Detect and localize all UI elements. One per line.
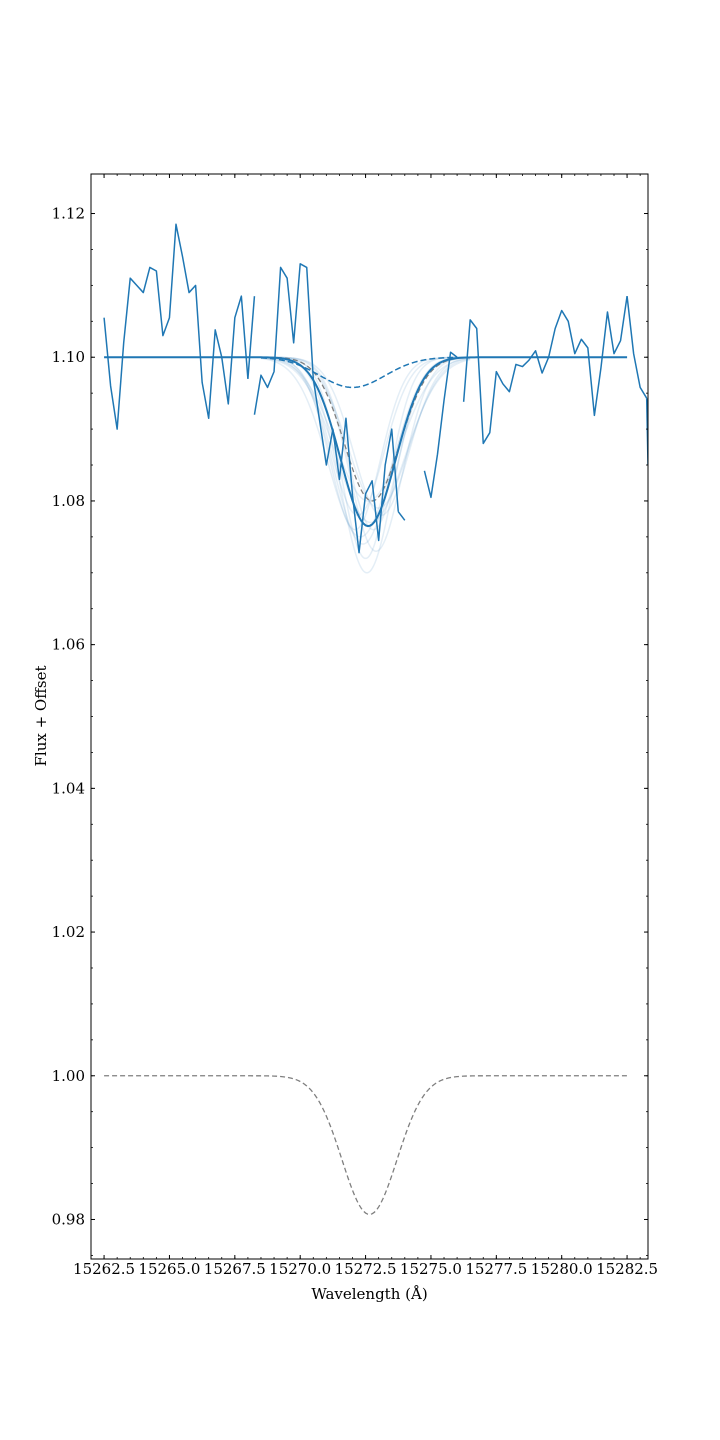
x-tick-label: 15272.5 (335, 1260, 397, 1278)
spectrum-segment (462, 296, 628, 445)
posterior-sample-line (260, 357, 471, 524)
spectrum-segment (247, 296, 256, 379)
x-tick-label: 15282.5 (596, 1260, 658, 1278)
y-axis-label: Flux + Offset (32, 666, 50, 767)
best-fit-line (104, 356, 628, 528)
posterior-sample-line (260, 356, 471, 552)
y-tick-label: 1.10 (52, 348, 85, 366)
y-tick-label: 1.00 (52, 1067, 85, 1085)
x-tick-label: 15277.5 (465, 1260, 527, 1278)
y-tick-label: 1.06 (52, 636, 85, 654)
x-tick-label: 15267.5 (204, 1260, 266, 1278)
x-tick-label: 15275.0 (400, 1260, 462, 1278)
y-tick-label: 1.04 (52, 779, 85, 797)
posterior-sample-line (260, 356, 471, 531)
spectrum-segment (626, 296, 648, 399)
posterior-sample-line (260, 356, 471, 538)
posterior-sample-line (260, 356, 471, 517)
gray-dashed-model-lower (104, 1075, 628, 1216)
model-curves (104, 356, 628, 1216)
spectrum-segment (397, 511, 406, 521)
x-tick-label: 15270.0 (269, 1260, 331, 1278)
y-tick-label: 1.02 (52, 923, 85, 941)
x-tick-label: 15262.5 (73, 1260, 135, 1278)
x-tick-label: 15280.0 (531, 1260, 593, 1278)
spectrum-segment (103, 223, 249, 430)
x-axis-label: Wavelength (Å) (311, 1285, 427, 1303)
y-tick-label: 1.08 (52, 492, 85, 510)
observed-spectrum (103, 223, 648, 554)
blue-dashed-component (260, 356, 458, 389)
axis-ticks: 15262.5 15265.0 15267.5 15270.0 15272.5 15275… (52, 174, 658, 1278)
x-tick-label: 15265.0 (138, 1260, 200, 1278)
y-tick-label: 1.12 (52, 205, 85, 223)
spectrum-segment (253, 263, 400, 554)
spectrum-segment (423, 351, 458, 499)
gray-dashed-model-upper (260, 356, 458, 502)
y-tick-label: 0.98 (52, 1210, 85, 1228)
